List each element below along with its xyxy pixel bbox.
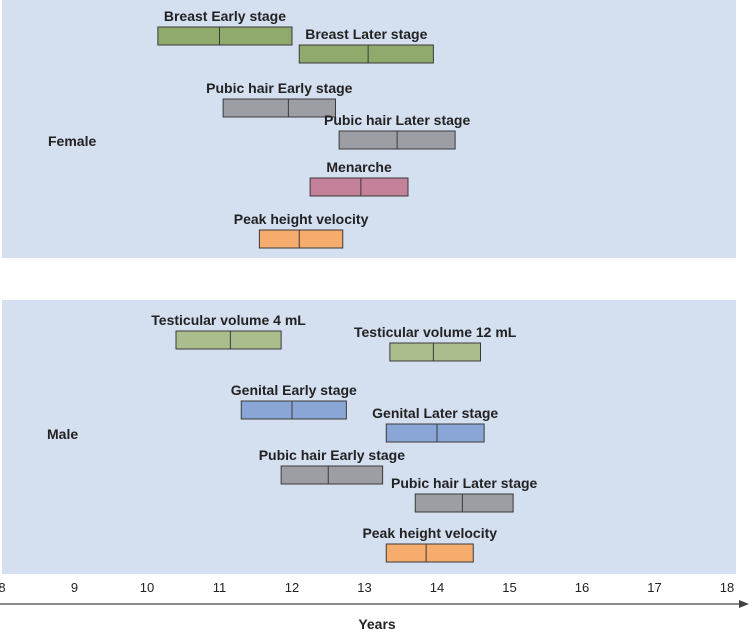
range-bar-female-peak-height-velocity [258, 229, 344, 249]
x-tick-label-18: 18 [720, 580, 734, 595]
x-tick-labels: 8 9 10 11 12 13 14 15 16 17 18 [0, 580, 734, 595]
x-tick-label-12: 12 [285, 580, 299, 595]
range-bar-female-breast-later-stage [298, 44, 434, 64]
bar-label-male-pubic-hair-later-stage: Pubic hair Later stage [391, 475, 537, 491]
bar-label-male-pubic-hair-early-stage: Pubic hair Early stage [259, 447, 405, 463]
male-panel [2, 300, 736, 574]
bar-label-male-testicular-volume-12-ml: Testicular volume 12 mL [354, 324, 517, 340]
range-bar-male-testicular-volume-12-ml [389, 342, 481, 362]
bar-label-female-menarche: Menarche [326, 159, 392, 175]
x-tick-label-11: 11 [213, 580, 227, 595]
range-bar-male-genital-later-stage [385, 423, 485, 443]
range-bar-female-breast-early-stage [157, 26, 293, 46]
bars-layer: Breast Early stage Breast Later stage Pubi… [151, 8, 538, 563]
bar-female-pubic-hair-later-stage: Pubic hair Later stage [324, 112, 470, 150]
bar-male-pubic-hair-later-stage: Pubic hair Later stage [391, 475, 538, 513]
bar-female-menarche: Menarche [309, 159, 409, 197]
bar-label-male-testicular-volume-4-ml: Testicular volume 4 mL [151, 312, 306, 328]
bar-label-male-genital-early-stage: Genital Early stage [231, 382, 357, 398]
x-axis-title: Years [358, 616, 396, 632]
bar-male-pubic-hair-early-stage: Pubic hair Early stage [259, 447, 405, 485]
bar-label-female-breast-later-stage: Breast Later stage [305, 26, 427, 42]
bar-male-testicular-volume-12-ml: Testicular volume 12 mL [354, 324, 517, 362]
x-tick-label-17: 17 [647, 580, 661, 595]
range-bar-male-pubic-hair-later-stage [414, 493, 514, 513]
x-axis: 8 9 10 11 12 13 14 15 16 17 18 Years [0, 580, 749, 632]
bar-label-male-genital-later-stage: Genital Later stage [372, 405, 498, 421]
range-bar-female-menarche [309, 177, 409, 197]
range-bar-female-pubic-hair-early-stage [222, 98, 336, 118]
bar-label-female-pubic-hair-later-stage: Pubic hair Later stage [324, 112, 470, 128]
bar-label-female-pubic-hair-early-stage: Pubic hair Early stage [206, 80, 352, 96]
bar-female-pubic-hair-early-stage: Pubic hair Early stage [206, 80, 353, 118]
bar-label-female-breast-early-stage: Breast Early stage [164, 8, 286, 24]
x-tick-label-8: 8 [0, 580, 6, 595]
bar-female-breast-early-stage: Breast Early stage [157, 8, 293, 46]
male-group-label: Male [47, 426, 78, 442]
bar-male-genital-later-stage: Genital Later stage [372, 405, 498, 443]
range-bar-male-peak-height-velocity [385, 543, 474, 563]
bar-male-peak-height-velocity: Peak height velocity [362, 525, 497, 563]
range-bar-male-genital-early-stage [240, 400, 347, 420]
x-tick-label-10: 10 [140, 580, 154, 595]
bar-female-breast-later-stage: Breast Later stage [298, 26, 434, 64]
bar-label-female-peak-height-velocity: Peak height velocity [234, 211, 369, 227]
x-tick-label-15: 15 [502, 580, 516, 595]
bar-label-male-peak-height-velocity: Peak height velocity [362, 525, 497, 541]
x-tick-label-14: 14 [430, 580, 444, 595]
female-panel [2, 0, 736, 258]
x-tick-label-16: 16 [575, 580, 589, 595]
bar-male-testicular-volume-4-ml: Testicular volume 4 mL [151, 312, 306, 350]
x-tick-label-9: 9 [71, 580, 78, 595]
female-group-label: Female [48, 133, 96, 149]
range-bar-male-pubic-hair-early-stage [280, 465, 384, 485]
range-bar-male-testicular-volume-4-ml [175, 330, 282, 350]
bar-male-genital-early-stage: Genital Early stage [231, 382, 357, 420]
x-tick-label-13: 13 [357, 580, 371, 595]
bar-female-peak-height-velocity: Peak height velocity [234, 211, 369, 249]
x-axis-arrow-icon [739, 600, 749, 608]
